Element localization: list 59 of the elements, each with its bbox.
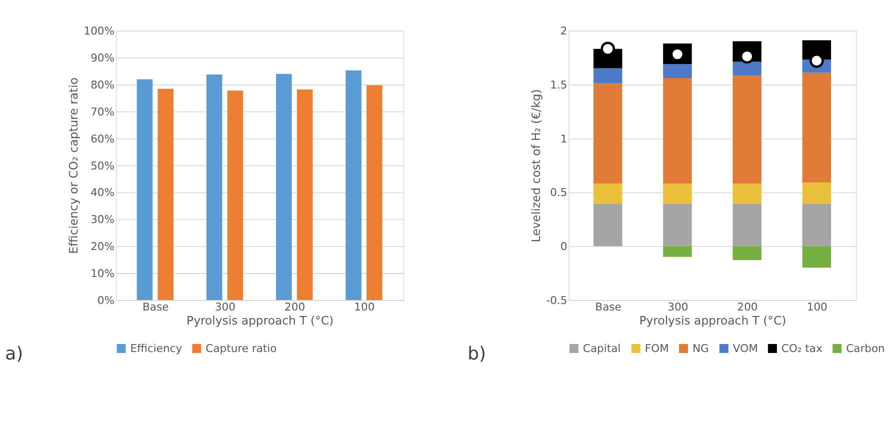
legend-label: VOM bbox=[732, 342, 758, 356]
y-tick-label: 40% bbox=[90, 186, 115, 200]
bar bbox=[802, 182, 832, 204]
y-tick-label: 30% bbox=[90, 213, 115, 226]
legend-label: Capital bbox=[582, 342, 621, 356]
bar bbox=[732, 62, 762, 76]
legend-label: CO₂ tax bbox=[781, 342, 823, 356]
bar bbox=[663, 64, 692, 78]
bar bbox=[663, 246, 692, 257]
legend-label: Carbon bbox=[846, 342, 885, 356]
text: a) bbox=[5, 343, 24, 364]
y-tick-label: 70% bbox=[90, 105, 115, 118]
legend-label: FOM bbox=[644, 342, 669, 356]
y-tick-label: 1.5 bbox=[550, 78, 568, 92]
bar bbox=[732, 246, 762, 260]
x-tick-label: 300 bbox=[214, 300, 236, 314]
y-tick-label: 60% bbox=[90, 132, 115, 146]
x-axis-title: Pyrolysis approach T (°C) bbox=[186, 314, 334, 328]
bar bbox=[732, 184, 762, 204]
y-tick-label: 80% bbox=[90, 78, 115, 92]
bar bbox=[802, 204, 832, 246]
y-tick-label: 0 bbox=[560, 240, 568, 254]
y-tick-label: 2 bbox=[560, 24, 568, 38]
bar bbox=[732, 76, 762, 184]
point bbox=[600, 42, 615, 56]
x-tick-label: 300 bbox=[668, 300, 688, 314]
legend-label: Efficiency bbox=[130, 342, 183, 356]
bar bbox=[593, 204, 622, 246]
y-tick-label: 10% bbox=[90, 267, 115, 280]
bar bbox=[593, 184, 622, 204]
x-axis-title: Pyrolysis approach T (°C) bbox=[639, 314, 786, 328]
text: b) bbox=[468, 343, 486, 364]
bar bbox=[593, 83, 622, 184]
y-tick-label: 50% bbox=[90, 159, 115, 172]
bar bbox=[663, 184, 692, 204]
bar bbox=[732, 204, 762, 246]
x-tick-label: 100 bbox=[806, 300, 828, 314]
x-tick-label: 200 bbox=[737, 300, 758, 314]
bar bbox=[802, 72, 832, 183]
y-axis-title: Levelized cost of H₂ (€/kg) bbox=[528, 89, 543, 242]
legend-label: NG bbox=[692, 342, 709, 356]
y-tick-label: 100% bbox=[84, 24, 115, 38]
legend-label: Capture ratio bbox=[206, 342, 277, 356]
x-tick-label: 200 bbox=[284, 300, 306, 314]
y-tick-label: 0.5 bbox=[550, 186, 568, 200]
y-tick-label: 20% bbox=[90, 240, 115, 254]
bar bbox=[663, 78, 692, 184]
point bbox=[810, 54, 824, 68]
bar bbox=[593, 68, 622, 84]
y-tick-label: 1 bbox=[560, 132, 568, 146]
bar bbox=[663, 204, 692, 246]
x-tick-label: Base bbox=[142, 300, 170, 314]
y-tick-label: -0.5 bbox=[546, 294, 568, 308]
y-tick-label: 0% bbox=[97, 294, 115, 308]
bar bbox=[802, 246, 832, 268]
y-axis-title: Efficiency or CO₂ capture ratio bbox=[66, 78, 80, 254]
y-tick-label: 90% bbox=[90, 52, 115, 65]
x-tick-label: 100 bbox=[354, 300, 375, 314]
x-tick-label: Base bbox=[595, 300, 622, 314]
